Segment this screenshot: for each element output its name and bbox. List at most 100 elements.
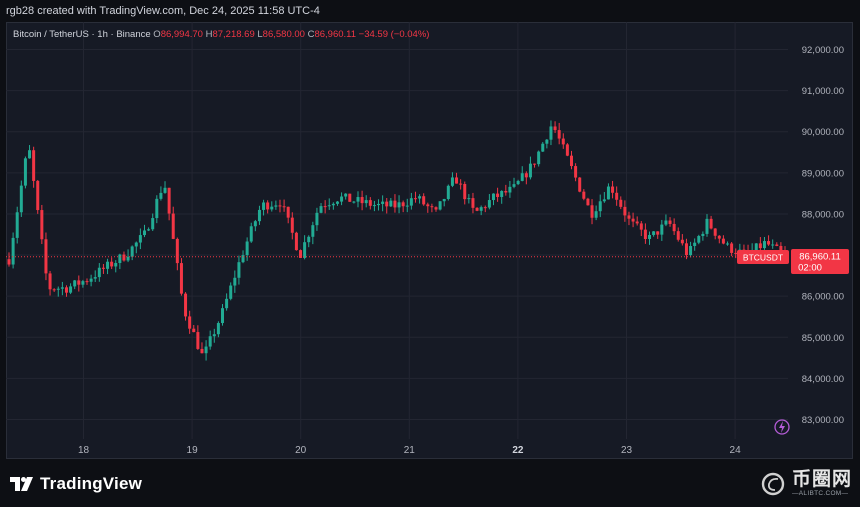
candle-body <box>754 243 758 251</box>
candle-body <box>167 187 171 214</box>
candle-body <box>602 199 606 202</box>
candle-body <box>615 192 619 200</box>
candle-body <box>569 155 573 167</box>
top-bar: rgb28 created with TradingView.com, Dec … <box>0 0 860 22</box>
candle-body <box>643 229 647 239</box>
ohlc-legend: Bitcoin / TetherUS · 1h · Binance O86,99… <box>13 29 429 40</box>
tradingview-wordmark: TradingView <box>40 474 143 493</box>
candle-body <box>372 205 376 207</box>
candle-body <box>364 200 368 204</box>
candle-body <box>126 256 130 261</box>
brand-bar <box>0 459 860 507</box>
candle-body <box>487 200 491 208</box>
x-tick-label: 22 <box>512 445 524 456</box>
y-axis: 92,000.00 91,000.00 90,000.00 89,000.00 88,0… <box>802 45 844 426</box>
candle-body <box>491 193 495 201</box>
legend-close-key: C <box>307 29 315 40</box>
y-tick-label: 90,000.00 <box>802 127 844 138</box>
candle-body <box>430 206 434 208</box>
candle-body <box>705 218 709 234</box>
candle-body <box>512 184 516 187</box>
candle-body <box>401 202 405 207</box>
candle-body <box>611 186 615 193</box>
price-tag-value: 86,960.11 <box>799 252 841 263</box>
candle-body <box>631 218 635 222</box>
candle-body <box>533 163 537 165</box>
candle-body <box>7 259 11 265</box>
candle-body <box>413 198 417 200</box>
candle-body <box>565 144 569 156</box>
legend-low-key: L <box>257 29 263 40</box>
candle-body <box>56 288 60 290</box>
x-tick-label: 24 <box>730 445 742 456</box>
candle-body <box>274 205 278 207</box>
x-tick-label: 19 <box>187 445 199 456</box>
candle-body <box>623 206 627 216</box>
candle-body <box>106 261 110 269</box>
candle-body <box>290 217 294 233</box>
candle-body <box>381 201 385 204</box>
candle-body <box>229 285 233 299</box>
candle-body <box>409 198 413 206</box>
candle-body <box>11 237 15 265</box>
candle-body <box>299 250 303 258</box>
candle-body <box>689 246 693 256</box>
candle-body <box>360 197 364 204</box>
candle-body <box>442 198 446 202</box>
candle-body <box>598 201 602 212</box>
candle-body <box>323 206 327 208</box>
candlestick-chart[interactable]: 92,000.00 91,000.00 90,000.00 89,000.00 88,0… <box>6 22 853 459</box>
candle-body <box>734 252 738 254</box>
candle-body <box>93 277 97 279</box>
candle-body <box>270 206 274 210</box>
candle-body <box>726 243 730 245</box>
candle-body <box>163 187 167 193</box>
candle-body <box>237 262 241 278</box>
legend-change: −34.59 (−0.04%) <box>358 29 430 40</box>
x-axis: 18 19 20 21 22 23 24 <box>78 445 741 456</box>
grid-lines <box>6 22 788 439</box>
candle-body <box>188 316 192 329</box>
candle-body <box>40 210 44 240</box>
candle-body <box>779 245 783 252</box>
tradingview-logo[interactable]: TradingView <box>10 474 142 494</box>
candle-body <box>627 215 631 219</box>
candle-body <box>508 186 512 193</box>
candle-body <box>142 230 146 236</box>
candle-body <box>266 202 270 210</box>
chart-panel[interactable] <box>6 22 853 459</box>
watermark: 币圈网 —ALIBTC.COM— <box>758 470 852 498</box>
candle-body <box>446 185 450 199</box>
candle-body <box>64 287 68 293</box>
candle-body <box>648 234 652 239</box>
candle-body <box>463 183 467 200</box>
candle-body <box>483 207 487 209</box>
candle-body <box>684 243 688 256</box>
candle-body <box>241 255 245 263</box>
price-tag-countdown: 02:00 <box>798 263 822 274</box>
y-tick-label: 92,000.00 <box>802 45 844 56</box>
legend-symbol: Bitcoin / TetherUS · 1h · Binance <box>13 29 151 40</box>
lightning-icon[interactable] <box>774 419 790 435</box>
candle-body <box>537 151 541 165</box>
candle-body <box>467 198 471 200</box>
candle-body <box>200 348 204 354</box>
candle-body <box>192 328 196 333</box>
candle-body <box>147 229 151 231</box>
candle-body <box>73 280 77 287</box>
candle-body <box>479 207 483 211</box>
candle-body <box>122 254 126 261</box>
candle-body <box>179 263 183 294</box>
candle-body <box>19 185 23 213</box>
candle-body <box>676 231 680 240</box>
candle-body <box>389 200 393 207</box>
ticker-tag-bg <box>737 250 789 264</box>
candle-body <box>775 244 779 246</box>
x-tick-label: 18 <box>78 445 90 456</box>
candle-body <box>524 173 528 178</box>
candle-body <box>496 193 500 197</box>
candle-body <box>294 232 298 251</box>
candle-body <box>405 205 409 207</box>
candle-body <box>693 242 697 247</box>
candle-body <box>245 241 249 256</box>
